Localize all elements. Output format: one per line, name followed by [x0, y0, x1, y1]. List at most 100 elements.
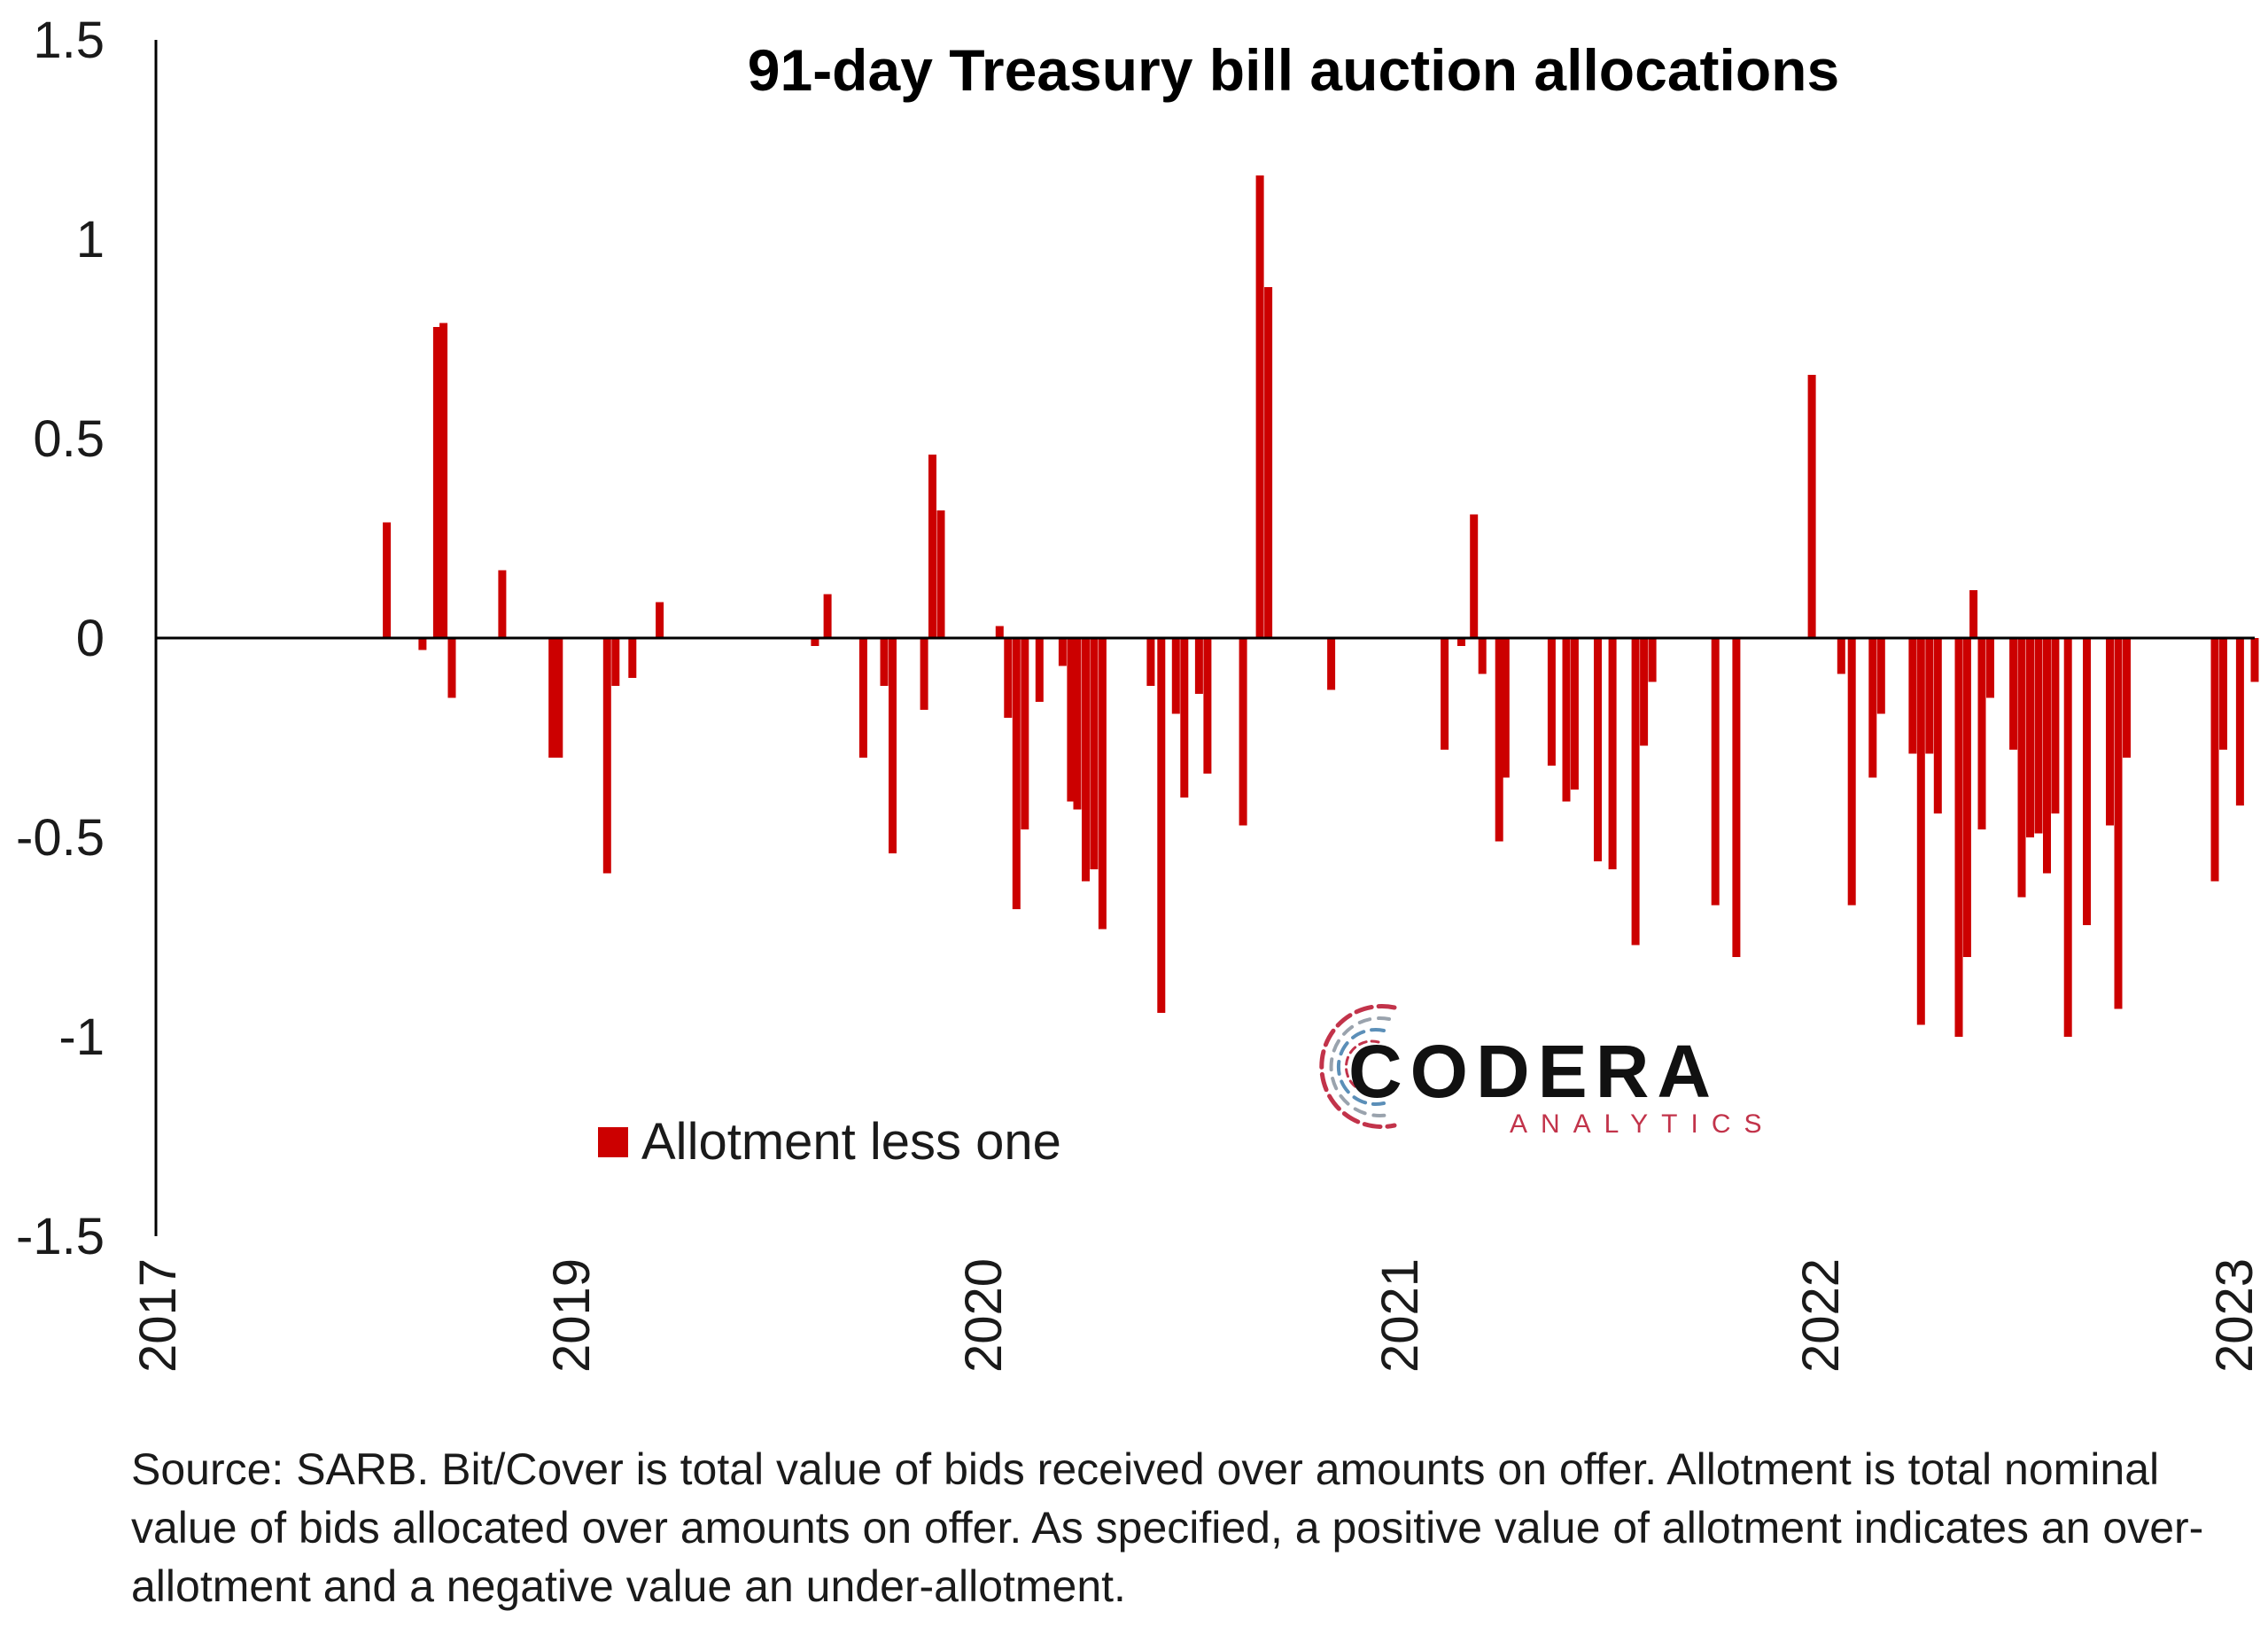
bar-series — [383, 175, 2259, 1037]
bar — [1495, 638, 1503, 842]
bar — [1986, 638, 1994, 698]
y-axis-tick-labels: 1.5 1 0.5 0 -0.5 -1 -1.5 — [16, 12, 105, 1265]
source-note: Source: SARB. Bit/Cover is total value o… — [131, 1444, 2204, 1611]
bar — [1732, 638, 1741, 957]
y-tick-label: -0.5 — [16, 809, 105, 867]
bar — [1035, 638, 1044, 702]
bar — [1004, 638, 1013, 718]
bar — [1837, 638, 1845, 674]
bar — [1608, 638, 1617, 869]
bar — [1090, 638, 1099, 869]
bar — [889, 638, 897, 853]
bar — [1631, 638, 1640, 946]
bar — [1908, 638, 1917, 754]
bar — [1962, 638, 1971, 957]
bar — [1058, 638, 1067, 666]
bar — [1012, 638, 1021, 909]
bar — [1470, 514, 1479, 638]
bar — [1327, 638, 1336, 690]
bar — [1441, 638, 1449, 750]
y-tick-label: 1.5 — [33, 12, 105, 69]
bar — [383, 522, 392, 638]
bar — [1807, 375, 1816, 638]
bar — [1562, 638, 1571, 802]
bar — [1969, 590, 1978, 638]
logo-tagline: ANALYTICS — [1510, 1109, 1775, 1139]
x-tick-label: 2017 — [129, 1258, 187, 1373]
y-tick-label: 1 — [76, 211, 105, 269]
bar — [2250, 638, 2259, 682]
bar — [1916, 638, 1925, 1025]
bar — [2106, 638, 2114, 826]
bar — [995, 626, 1004, 638]
bar — [1501, 638, 1510, 778]
logo-arcs — [1319, 1004, 1397, 1129]
bar — [920, 638, 928, 710]
legend: Allotment less one — [598, 1113, 1061, 1171]
bar — [1868, 638, 1877, 778]
bar — [447, 638, 456, 698]
x-tick-label: 2023 — [2206, 1258, 2264, 1373]
bar — [1203, 638, 1212, 774]
y-tick-label: 0 — [76, 610, 105, 667]
bar — [1711, 638, 1720, 906]
x-axis-tick-labels: 2017 2019 2020 2021 2022 2023 — [129, 1258, 2264, 1373]
y-tick-label: -1 — [58, 1008, 105, 1066]
bar — [628, 638, 637, 678]
bar — [1098, 638, 1107, 930]
bar — [1977, 638, 1986, 829]
bar — [928, 455, 936, 638]
bar — [1594, 638, 1602, 861]
x-tick-label: 2022 — [1792, 1258, 1850, 1373]
bar — [1171, 638, 1180, 714]
bar — [2034, 638, 2043, 834]
bar — [1876, 638, 1885, 714]
bar — [1021, 638, 1029, 829]
bar — [2009, 638, 2018, 750]
legend-swatch — [598, 1127, 628, 1157]
bar — [498, 570, 507, 638]
bar — [611, 638, 620, 686]
bar — [858, 638, 867, 758]
codera-logo: CODERA ANALYTICS — [1319, 1004, 1775, 1139]
bar — [1194, 638, 1203, 694]
bar — [656, 602, 664, 638]
bar — [555, 638, 563, 758]
bar — [2123, 638, 2131, 758]
x-tick-label: 2021 — [1371, 1258, 1429, 1373]
bar — [823, 594, 832, 638]
bar — [2017, 638, 2026, 898]
bar — [1264, 287, 1273, 638]
bar — [1847, 638, 1856, 906]
bar — [1954, 638, 1963, 1037]
bar — [2063, 638, 2072, 1037]
bar — [1067, 638, 1076, 802]
bar — [1146, 638, 1155, 686]
bar — [1640, 638, 1649, 746]
legend-label: Allotment less one — [641, 1113, 1061, 1171]
bar — [1082, 638, 1090, 882]
bar — [880, 638, 889, 686]
bar — [1547, 638, 1556, 766]
logo-wordmark: CODERA — [1348, 1030, 1719, 1113]
bar — [2114, 638, 2123, 1009]
bar — [548, 638, 557, 758]
bar — [1180, 638, 1189, 798]
bar — [1570, 638, 1579, 790]
bar — [1933, 638, 1942, 813]
bar — [1648, 638, 1657, 682]
bar — [432, 327, 441, 638]
bar — [418, 638, 427, 650]
bar — [1925, 638, 1934, 754]
x-tick-label: 2019 — [543, 1258, 601, 1373]
bar — [439, 323, 448, 638]
bar — [1157, 638, 1166, 1013]
y-tick-label: -1.5 — [16, 1208, 105, 1265]
bar — [2051, 638, 2060, 813]
bar — [936, 510, 945, 638]
chart-title: 91-day Treasury bill auction allocations — [748, 37, 1839, 103]
bar — [2235, 638, 2244, 806]
bar — [1255, 175, 1264, 638]
